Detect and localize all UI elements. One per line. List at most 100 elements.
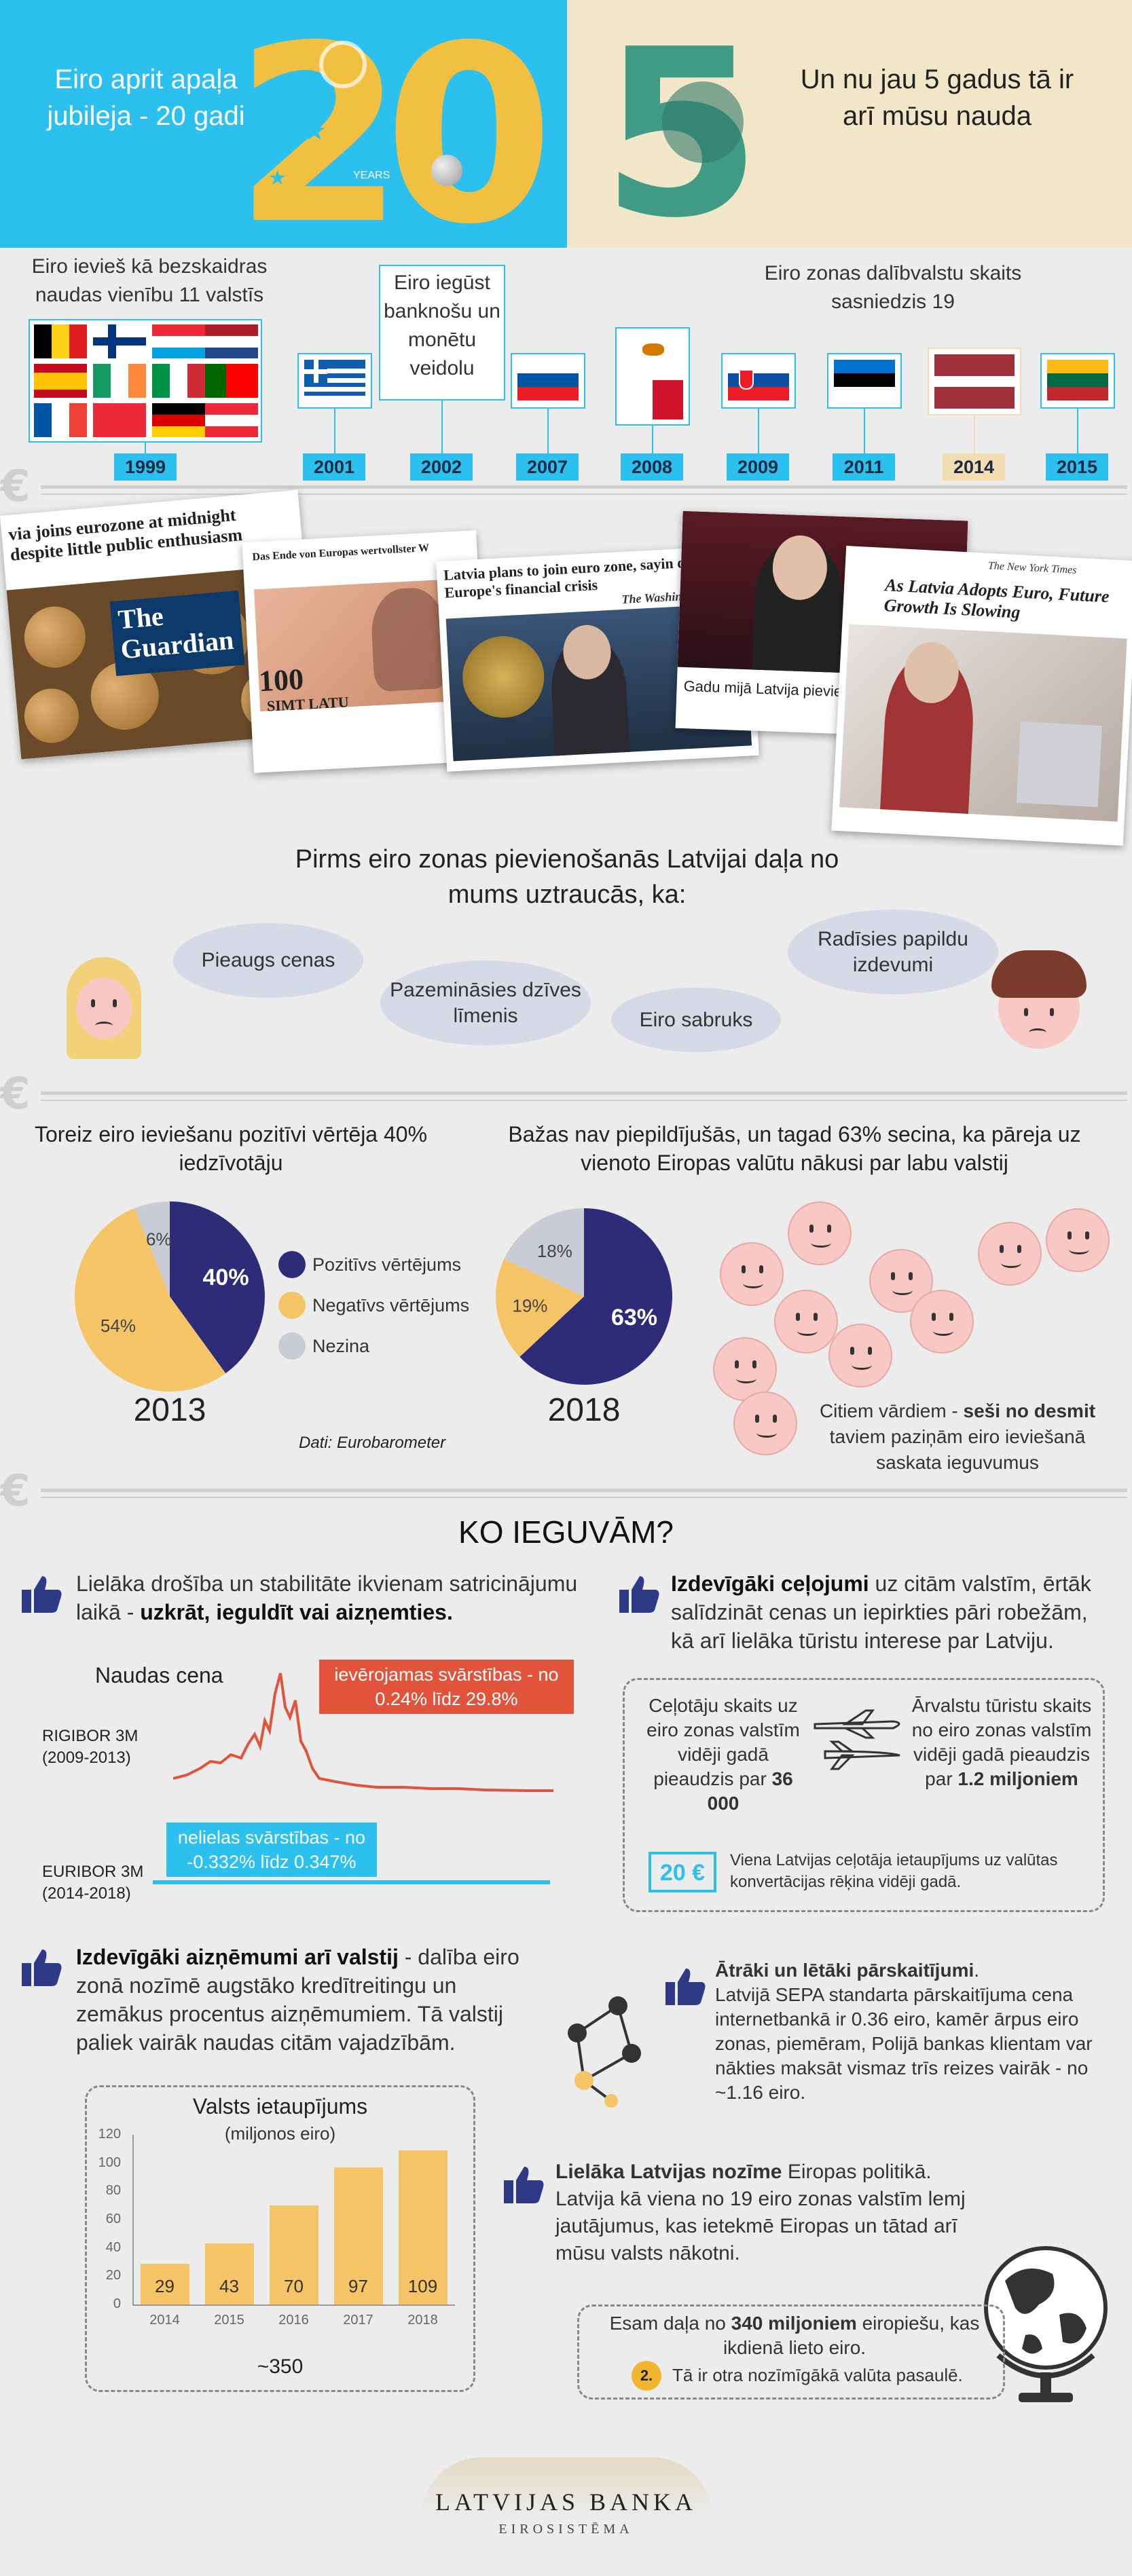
flag-estonia-icon [834, 360, 895, 400]
coin-icon [431, 155, 462, 186]
worried-boy-icon [991, 950, 1087, 1052]
smiley-face-icon [828, 1324, 892, 1387]
legend-negative: Negatīvs vērtējums [312, 1295, 470, 1315]
wapo-logo: The Washin [621, 589, 682, 607]
x-axis [132, 2304, 455, 2306]
y-tick-label: 60 [105, 2211, 121, 2226]
shopper-photo [839, 624, 1127, 822]
rank-text: Tā ir otra nozīmīgākā valūta pasaulē. [672, 2365, 963, 2385]
smiley-face-icon [1046, 1208, 1110, 1272]
y-tick-label: 20 [105, 2268, 121, 2283]
pie-slice-label: 54% [101, 1315, 136, 1336]
data-source: Dati: Eurobarometer [299, 1434, 446, 1452]
pie-slice-label: 63% [611, 1305, 657, 1330]
lats-banknote-photo: 100 SIMT LATU [253, 578, 464, 715]
euro-sign-icon: € [0, 1466, 31, 1516]
y-tick-label: 100 [98, 2154, 121, 2170]
flag-latvia-icon [934, 354, 1015, 409]
pie-slice-label: 6% [146, 1229, 172, 1250]
flag-spain-icon [34, 364, 87, 398]
timeline-year: 2001 [303, 453, 365, 481]
flag-germany-icon [152, 403, 205, 437]
euro-sign-icon: € [0, 462, 31, 512]
bank-name: LATVIJAS BANKA [435, 2488, 697, 2516]
euro-symbol-icon [319, 41, 367, 88]
timeline-year: 2014 [943, 453, 1005, 481]
header-right-panel [567, 0, 1132, 248]
worries-title: Pirms eiro zonas pievienošanās Latvijai … [295, 845, 839, 909]
footer-arc [421, 2457, 713, 2518]
divider [41, 1497, 1127, 1498]
bar [140, 2263, 189, 2304]
divider [41, 1489, 1127, 1492]
savings-text: Viena Latvijas ceļotāja ietaupījums uz v… [730, 1851, 1058, 1891]
worry-bubble: Pazemināsies dzīves līmenis [380, 960, 591, 1045]
flag-austria-icon [205, 403, 258, 437]
star-icon: ★ [268, 167, 287, 189]
airplane-icon [811, 1704, 907, 1782]
bar-value-label: 109 [407, 2276, 438, 2296]
flag-italy-icon [152, 364, 205, 398]
x-tick-label: 2016 [278, 2313, 309, 2328]
rigibor-label: RIGIBOR 3M (2009-2013) [42, 1727, 139, 1767]
timeline-year: 2015 [1046, 453, 1108, 481]
worry-bubble: Eiro sabruks [611, 988, 781, 1052]
bar-chart-total: ~350 [257, 2355, 304, 2378]
nyt-clipping: The New York Times As Latvia Adopts Euro… [831, 546, 1132, 846]
timeline-caption-1999: Eiro ievieš kā bezskaidras naudas vienīb… [31, 255, 268, 306]
flag-slovakia-icon [728, 360, 789, 400]
flag-malta-icon [622, 380, 683, 419]
rigibor-line-chart [173, 1673, 553, 1792]
timeline-year: 2002 [410, 453, 473, 481]
globe-icon [978, 2240, 1114, 2413]
flag-slovenia-icon [517, 360, 579, 400]
worry-bubble: Radīsies papildu izdevumi [788, 910, 998, 994]
pie-year-2013: 2013 [133, 1392, 206, 1428]
flag-belgium-icon [34, 324, 87, 358]
bar-value-label: 43 [219, 2276, 239, 2296]
tourists-stat: Ārvalstu tūristu skaits no eiro zonas va… [911, 1695, 1092, 1789]
thumbs-up-icon [22, 1948, 62, 1986]
header-right-caption: Un nu jau 5 gadus tā ir arī mūsu nauda [800, 64, 1074, 131]
role-text: Lielāka Latvijas nozīme Eiropas politikā… [555, 2161, 966, 2264]
divider [41, 1091, 1127, 1095]
y-axis [132, 2135, 134, 2304]
savings-badge: 20 € [649, 1852, 716, 1892]
bar [204, 2243, 254, 2304]
x-tick-label: 2014 [149, 2313, 180, 2328]
bar [398, 2150, 448, 2304]
legend-dot-positive [278, 1251, 306, 1278]
y-tick-label: 40 [105, 2239, 121, 2255]
timeline-caption-2015: Eiro zonas dalībvalstu skaits sasniedzis… [764, 262, 1022, 313]
worry-bubble: Pieaugs cenas [173, 923, 363, 998]
euribor-line [153, 1880, 550, 1884]
smiley-face-icon [733, 1392, 797, 1455]
star-icon: ★ [475, 109, 496, 135]
flag-ireland-icon [93, 364, 146, 398]
pie-chart-2018: 63% 19% 18% [496, 1208, 672, 1385]
timeline-year: 2007 [516, 453, 579, 481]
rigibor-callout: ievērojamas svārstības - no 0.24% līdz 29… [319, 1660, 574, 1714]
users-text: Esam daļa no 340 miljoniem eiropiešu, ka… [609, 2313, 980, 2358]
thumbs-up-icon [22, 1575, 62, 1613]
bar-value-label: 29 [155, 2276, 175, 2296]
euribor-callout: nelielas svārstības - no -0.332% līdz 0.3… [166, 1823, 377, 1877]
portrait-emblem-icon [662, 81, 744, 163]
flag-finland-icon [93, 324, 146, 358]
header-left-caption: Eiro aprit apaļa jubileja - 20 gadi [47, 64, 245, 131]
flag-austria-icon [93, 403, 146, 437]
flag-lithuania-icon [1047, 360, 1108, 400]
smiley-face-icon [720, 1242, 784, 1306]
nyt-logo: The New York Times [987, 560, 1077, 576]
bar-value-label: 97 [348, 2276, 368, 2296]
divider [41, 485, 1127, 489]
rank-medal-icon: 2. [632, 2361, 661, 2391]
six-of-ten-text: Citiem vārdiem - seši no desmit taviem pa… [819, 1400, 1096, 1473]
x-tick-label: 2018 [407, 2313, 438, 2328]
timeline-year: 1999 [114, 453, 177, 481]
network-icon [557, 1992, 652, 2111]
pie-slice-label: 18% [537, 1241, 572, 1261]
flag-luxembourg-icon [152, 324, 205, 358]
x-tick-label: 2017 [343, 2313, 373, 2328]
security-text: Lielāka drošība un stabilitāte ikvienam … [76, 1571, 578, 1624]
